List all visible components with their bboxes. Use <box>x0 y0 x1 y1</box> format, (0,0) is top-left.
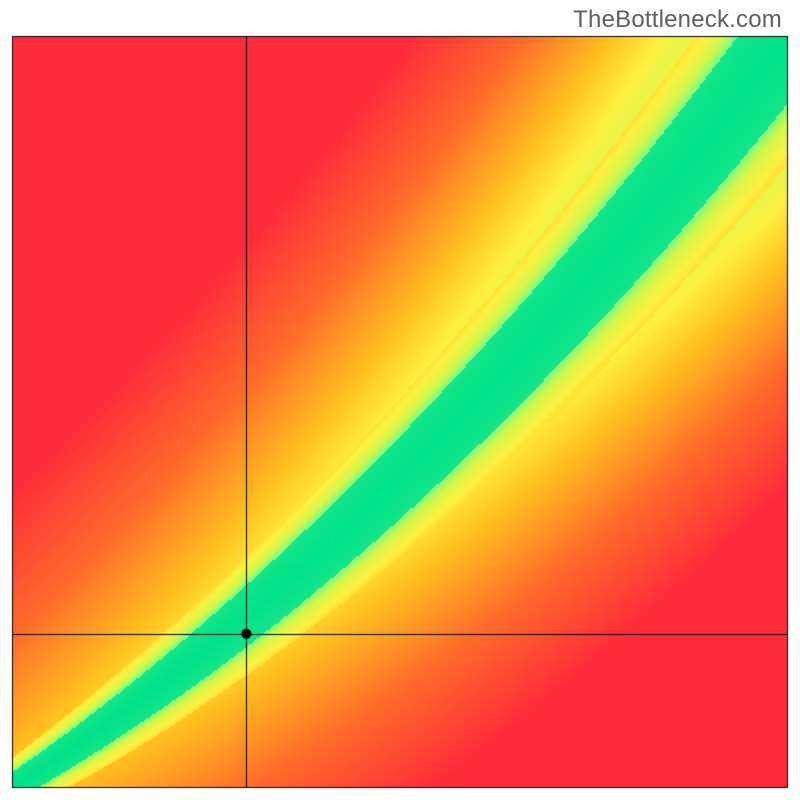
chart-container: TheBottleneck.com <box>0 0 800 800</box>
watermark-text: TheBottleneck.com <box>573 6 782 34</box>
heatmap-canvas <box>0 0 800 800</box>
